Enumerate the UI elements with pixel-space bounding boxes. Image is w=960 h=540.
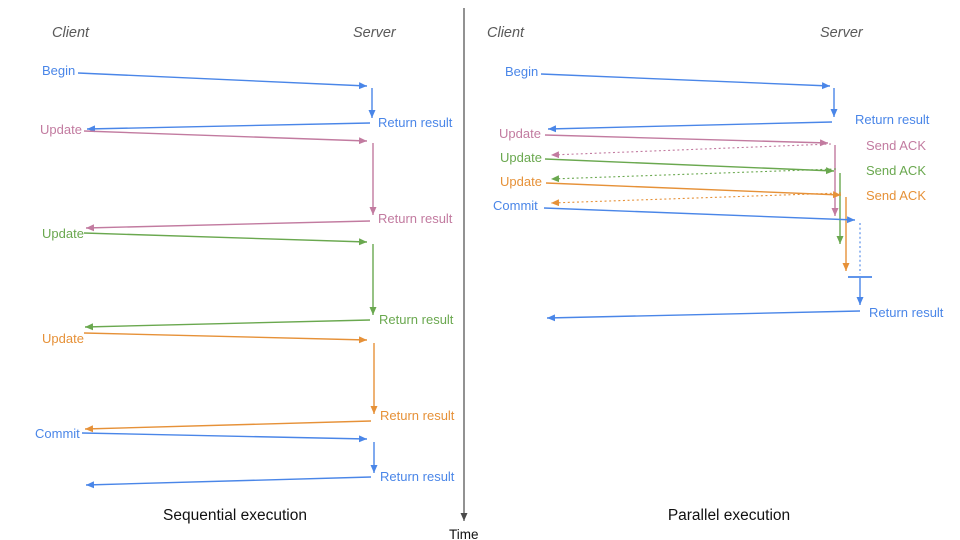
response-label: Return result [855,112,930,127]
response-arrow [84,420,372,433]
response-label: Return result [379,312,454,327]
server-header: Server [353,25,397,41]
request-arrow [544,158,835,175]
request-arrow [83,130,368,145]
request-label: Update [42,226,84,241]
request-arrow [77,72,368,90]
ack-label: Send ACK [866,163,926,178]
client-header: Client [487,25,525,41]
request-label: Begin [42,63,75,78]
request-label: Commit [493,198,538,213]
response-label: Return result [380,469,455,484]
request-arrow [545,182,842,199]
message-update-1: Update Return result [40,122,453,232]
message-begin: Begin Return result [42,63,453,133]
request-arrow [544,134,829,147]
request-arrow [83,232,368,246]
server-header: Server [820,25,864,41]
response-arrow [84,319,371,331]
response-arrow [85,476,372,489]
request-arrow [543,207,856,224]
parallel-caption: Parallel execution [668,507,790,524]
message-commit: Commit Return result [35,426,455,489]
message-begin: Begin Return result [505,64,930,133]
message-update-2: Update Send ACK [500,150,926,244]
time-axis: Time [449,8,479,540]
request-label: Update [500,174,542,189]
message-commit: Commit Return result [493,198,944,322]
parallel-diagram: Client Server Begin Return result Update… [487,25,944,524]
request-arrow [81,432,368,443]
ack-label: Send ACK [866,138,926,153]
request-label: Update [42,331,84,346]
request-label: Commit [35,426,80,441]
request-label: Begin [505,64,538,79]
sequential-caption: Sequential execution [163,507,307,524]
ack-arrow [550,143,832,159]
response-arrow [85,220,371,232]
ack-arrow [550,192,842,207]
message-update-3: Update Return result [42,331,455,433]
message-update-1: Update Send ACK [499,126,926,216]
response-arrow [547,121,833,133]
ack-label: Send ACK [866,188,926,203]
message-update-3: Update Send ACK [500,174,926,271]
request-label: Update [40,122,82,137]
message-update-2: Update Return result [42,226,454,331]
response-arrow [546,310,861,322]
client-header: Client [52,25,90,41]
response-arrow [86,122,371,133]
sequential-diagram: Client Server Begin Return result Update… [35,25,455,524]
response-label: Return result [869,305,944,320]
time-label: Time [449,527,479,540]
request-label: Update [500,150,542,165]
request-arrow [83,332,368,344]
ack-arrow [550,168,837,183]
request-arrow [540,73,831,90]
response-label: Return result [378,115,453,130]
request-label: Update [499,126,541,141]
response-label: Return result [378,211,453,226]
response-label: Return result [380,408,455,423]
